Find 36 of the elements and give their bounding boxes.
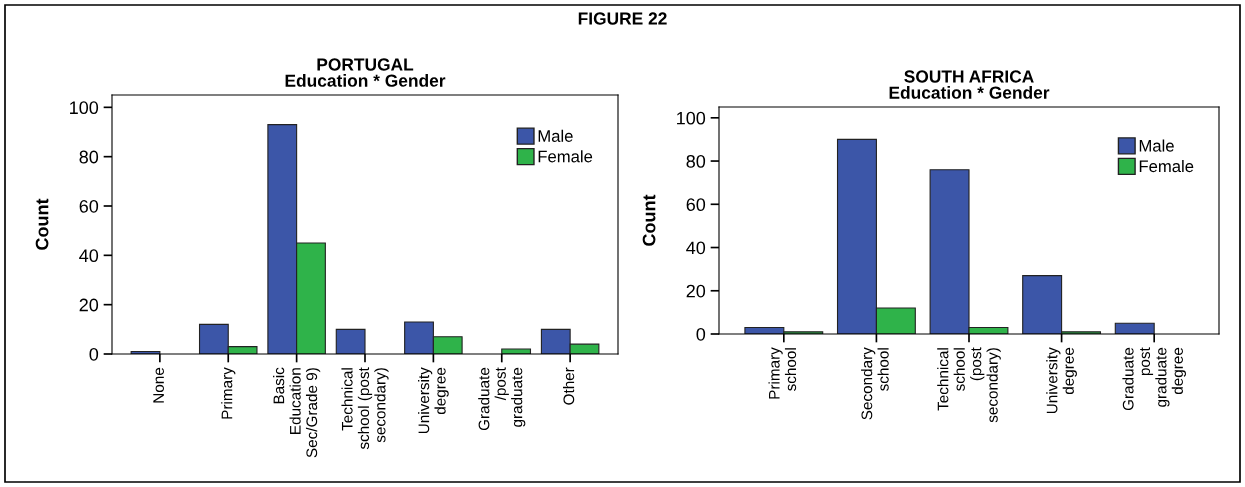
chart-subtitle: Education * Gender xyxy=(285,74,446,87)
chart-subtitle: Education * Gender xyxy=(889,86,1050,99)
x-tick-label: Graduate post graduate degree xyxy=(1122,347,1186,411)
y-tick-label: 100 xyxy=(70,101,99,115)
x-tick-label: Other xyxy=(563,367,575,405)
y-tick-label: 100 xyxy=(677,111,706,125)
y-axis-title: Count xyxy=(35,198,49,250)
y-tick-label: 60 xyxy=(79,199,99,213)
y-tick-label: 0 xyxy=(696,327,706,341)
bar xyxy=(335,328,366,354)
y-tick-label: 60 xyxy=(686,198,706,212)
x-tick-label: Primary xyxy=(221,367,236,419)
bar xyxy=(501,348,532,354)
y-tick-label: 80 xyxy=(79,150,99,164)
chart-title: SOUTH AFRICA xyxy=(904,70,1034,83)
x-tick-label: Technical school (post secondary) xyxy=(937,347,1001,423)
x-tick-label: University degree xyxy=(418,367,449,434)
y-tick-label: 0 xyxy=(89,347,99,361)
x-tick-label: University degree xyxy=(1046,347,1077,414)
y-tick-label: 20 xyxy=(79,298,99,312)
chart-title: PORTUGAL xyxy=(317,58,414,71)
legend-label: Male xyxy=(1139,139,1174,152)
x-tick-label: Primary school xyxy=(768,347,797,399)
y-tick-label: 20 xyxy=(686,284,706,298)
legend-label: Female xyxy=(538,150,593,163)
x-tick-label: Basic Education Sec/Grade 9) xyxy=(273,367,321,458)
x-tick-label: Technical school (post secondary) xyxy=(341,367,389,450)
x-tick-label: None xyxy=(153,367,164,403)
y-tick-label: 40 xyxy=(686,241,706,255)
legend-label: Male xyxy=(538,129,573,142)
legend-label: Female xyxy=(1139,159,1194,173)
y-tick-label: 80 xyxy=(686,154,706,168)
x-tick-label: Secondary school xyxy=(861,347,889,420)
y-axis-title: Count xyxy=(642,194,656,246)
y-tick-label: 40 xyxy=(79,249,99,263)
caption: FIGURE 22 xyxy=(578,12,667,25)
